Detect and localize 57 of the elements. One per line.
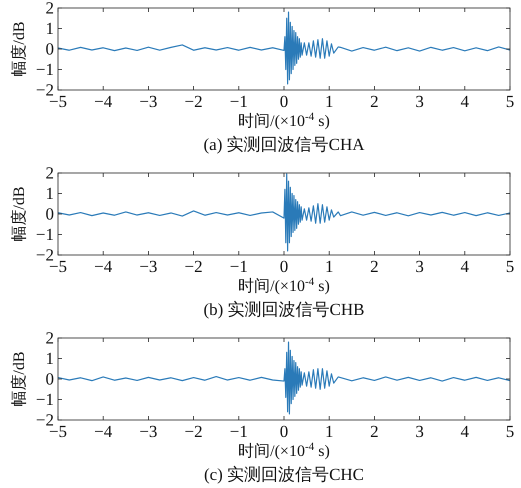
x-tick-label: −4 — [94, 422, 113, 441]
line-series — [57, 12, 511, 84]
x-tick-label: 0 — [280, 422, 288, 441]
y-tick-label: 1 — [46, 184, 54, 203]
x-tick-label: 4 — [460, 257, 470, 276]
text: (c) 实测回波信号CHC — [204, 465, 364, 484]
x-axis-title: 时间/(×10$^{-4}$ s) — [238, 441, 330, 460]
y-tick-label: 0 — [46, 370, 54, 388]
x-tick-label: −4 — [94, 92, 113, 111]
x-tick-label: 3 — [415, 257, 424, 276]
x-tick-label: −2 — [184, 92, 203, 111]
x-tick-label: 1 — [324, 422, 334, 441]
x-tick-label: 0 — [280, 92, 288, 111]
x-tick-label: 5 — [506, 257, 514, 276]
x-tick-label: 1 — [324, 257, 334, 276]
y-tick-label: 2 — [46, 164, 54, 182]
x-tick-label: 2 — [370, 257, 379, 276]
y-tick-label: 2 — [46, 0, 54, 18]
x-tick-label: 4 — [460, 92, 470, 111]
x-tick-label: 5 — [506, 92, 514, 111]
x-tick-label: −4 — [94, 257, 113, 276]
x-tick-label: −3 — [139, 422, 158, 441]
x-tick-label: −2 — [184, 257, 203, 276]
x-tick-label: −1 — [230, 92, 248, 111]
text: (b) 实测回波信号CHB — [203, 300, 365, 319]
y-tick-label: −2 — [36, 80, 54, 100]
x-tick-label: −3 — [139, 92, 158, 111]
x-tick-label: 3 — [415, 92, 424, 111]
x-axis-title: 时间/(×10$^{-4}$ s) — [238, 111, 330, 130]
y-axis-title: 幅度/dB — [10, 21, 28, 77]
y-tick-label: −1 — [36, 225, 54, 244]
x-tick-label: −3 — [139, 257, 158, 276]
x-tick-label: 2 — [370, 422, 379, 441]
y-tick-label: −1 — [36, 60, 54, 79]
x-tick-label: −1 — [230, 257, 248, 276]
x-tick-label: −2 — [184, 422, 203, 441]
y-tick-label: 0 — [46, 204, 54, 224]
y-tick-label: −2 — [36, 246, 54, 264]
y-tick-label: 0 — [46, 40, 54, 58]
y-tick-label: 1 — [46, 19, 54, 38]
x-tick-label: 0 — [280, 257, 288, 276]
y-tick-label: 2 — [46, 328, 54, 348]
x-tick-label: 5 — [506, 422, 514, 441]
line-series — [57, 173, 511, 252]
x-tick-label: 1 — [324, 92, 334, 111]
x-tick-label: 4 — [460, 422, 470, 441]
x-tick-label: 2 — [370, 92, 379, 111]
x-tick-label: −1 — [230, 422, 248, 441]
x-axis-title: 时间/(×10$^{-4}$ s) — [238, 276, 330, 295]
line-series — [57, 342, 511, 414]
x-tick-label: 3 — [415, 422, 424, 441]
y-tick-label: −1 — [36, 390, 54, 409]
y-tick-label: −2 — [36, 410, 54, 430]
y-axis-title: 幅度/dB — [10, 351, 28, 407]
y-axis-title: 幅度/dB — [10, 186, 28, 242]
text: (a) 实测回波信号CHA — [203, 135, 366, 154]
y-tick-label: 1 — [46, 349, 54, 368]
